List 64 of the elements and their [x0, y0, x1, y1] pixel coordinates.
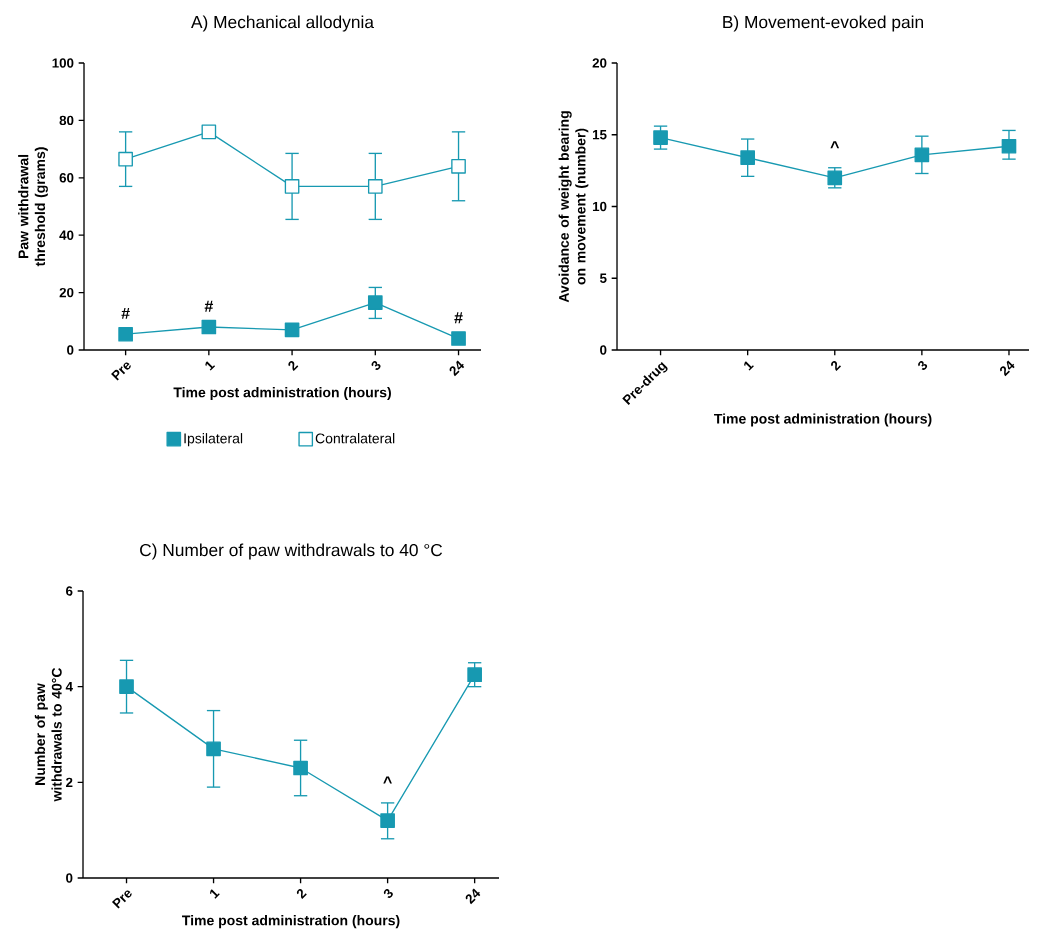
point — [284, 322, 300, 338]
x-tick-label: 3 — [383, 889, 393, 899]
point — [201, 124, 217, 140]
point — [284, 179, 300, 194]
x-tick-label: 3 — [371, 361, 381, 370]
x-tick-label: Pre — [111, 362, 131, 381]
y-axis-title: Avoidance of weight bearing on movement (number) — [558, 111, 589, 303]
x-tick-label: 24 — [1000, 360, 1015, 377]
point — [467, 667, 482, 683]
x-tick-label: 1 — [205, 361, 216, 371]
legend-label: Contralateral — [315, 433, 395, 444]
y-tick-label: 0 — [66, 873, 73, 883]
point — [118, 151, 133, 167]
point — [740, 150, 755, 166]
x-tick-label: 2 — [296, 888, 307, 899]
point — [380, 813, 395, 828]
point — [1001, 138, 1017, 154]
point — [367, 295, 383, 310]
y-tick-label: 0 — [600, 345, 607, 355]
y-tick-label: 20 — [59, 287, 74, 298]
x-tick-label: 24 — [465, 888, 481, 905]
point — [206, 741, 221, 757]
point — [451, 158, 466, 174]
point — [201, 319, 217, 335]
point — [914, 147, 930, 163]
x-axis-title: Time post administration (hours) — [182, 915, 400, 929]
point — [118, 326, 133, 342]
annotation: ^ — [383, 776, 392, 784]
y-tick-label: 4 — [65, 682, 73, 692]
x-axis-title: Time post administration (hours) — [714, 413, 932, 427]
y-tick-label: 2 — [66, 777, 73, 787]
y-tick-label: 15 — [592, 130, 607, 140]
x-axis-title: Time post administration (hours) — [173, 387, 391, 401]
chart-title: B) Movement-evoked pain — [723, 15, 923, 32]
annotation: # — [454, 312, 463, 324]
x-tick-label: 2 — [288, 360, 299, 371]
y-axis-title: Number of paw withdrawals to 40°C — [34, 667, 62, 802]
x-tick-label: Pre — [111, 890, 132, 909]
y-tick-label: 6 — [66, 586, 73, 596]
x-tick-label: 2 — [831, 360, 841, 371]
point — [653, 130, 668, 145]
point — [451, 331, 466, 346]
annotation: # — [204, 300, 214, 312]
annotation: # — [121, 307, 130, 319]
y-tick-label: 100 — [52, 58, 74, 68]
annotation: ^ — [830, 141, 840, 149]
y-tick-label: 0 — [67, 345, 74, 355]
x-tick-label: 1 — [210, 889, 220, 899]
y-tick-label: 20 — [592, 58, 607, 68]
y-tick-label: 5 — [599, 273, 607, 283]
point — [367, 179, 383, 194]
point — [119, 679, 134, 694]
x-tick-label: 3 — [918, 361, 928, 370]
chart-title: C) Number of paw withdrawals to 40 °C — [140, 543, 443, 560]
x-tick-label: 1 — [744, 361, 754, 371]
x-tick-label: 24 — [449, 360, 465, 377]
y-tick-label: 40 — [59, 230, 74, 240]
y-tick-label: 10 — [592, 201, 607, 212]
y-tick-label: 60 — [59, 173, 74, 183]
legend-label: Ipsilateral — [184, 433, 243, 447]
y-axis-title: Paw withdrawal threshold (grams) — [18, 147, 48, 267]
y-tick-label: 80 — [59, 115, 74, 126]
point — [293, 760, 308, 776]
chart-title: A) Mechanical allodynia — [191, 15, 374, 32]
